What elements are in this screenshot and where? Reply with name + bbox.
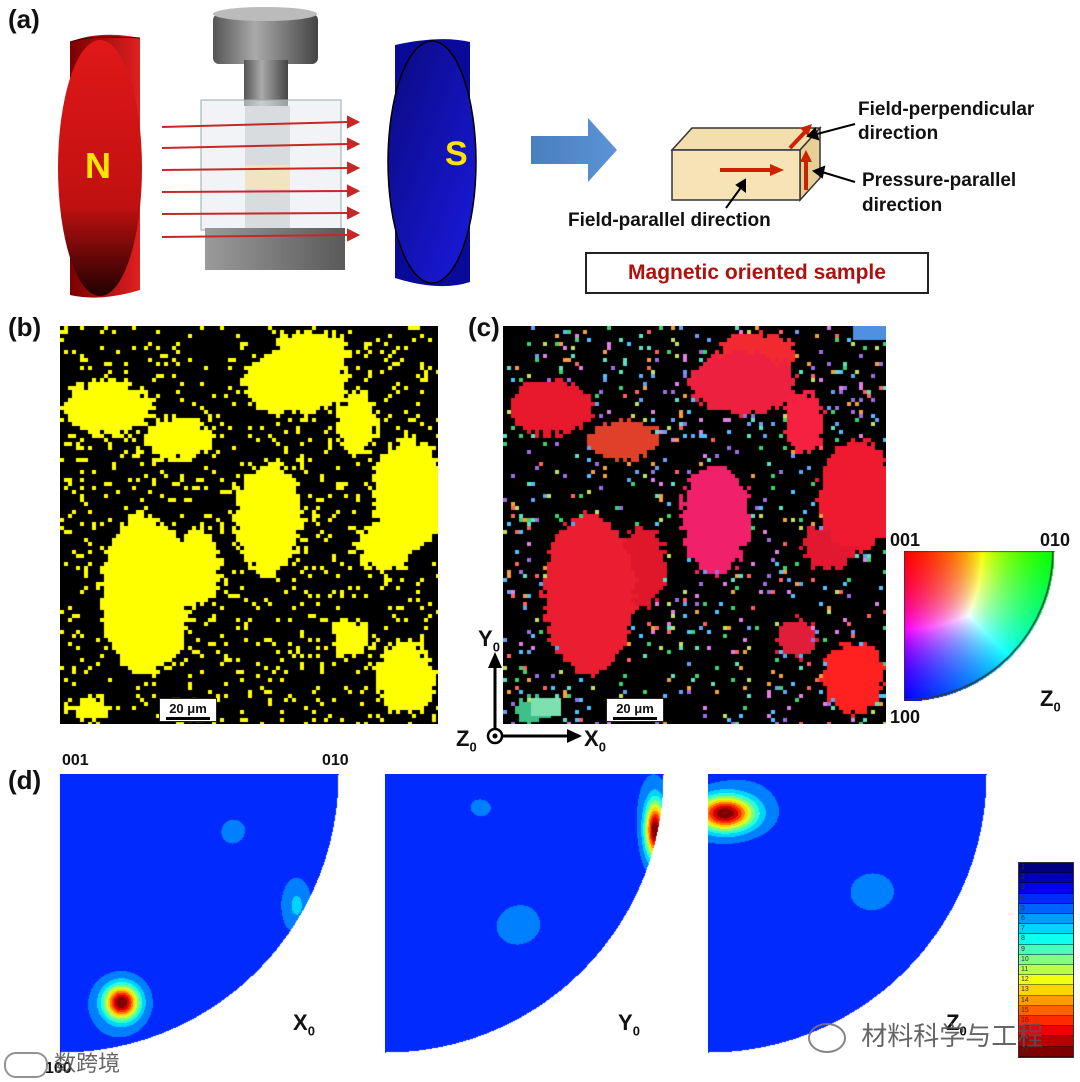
legend-step: 17 — [1019, 1026, 1073, 1037]
legend-step: 13 — [1019, 985, 1073, 996]
field-perpendicular-label-2: direction — [858, 123, 939, 144]
field-arrows — [161, 115, 361, 242]
south-magnet — [387, 39, 477, 287]
legend-step: 1 — [1019, 863, 1073, 874]
legend-step: 12 — [1019, 975, 1073, 986]
pf-axis-x0: X0 — [293, 1010, 315, 1039]
panel-label-d: (d) — [8, 765, 42, 795]
south-label: S — [445, 135, 468, 173]
legend-step: 10 — [1019, 954, 1073, 966]
legend-step: 2 — [1019, 873, 1073, 884]
magnetic-setup-diagram — [58, 7, 856, 298]
watermark-left-icon — [4, 1052, 48, 1079]
legend-step: 18 — [1019, 1036, 1073, 1047]
pole-figure-x0 — [60, 774, 345, 1054]
wechat-icon — [808, 1023, 846, 1054]
scalebar-b-text: 20 μm — [169, 700, 207, 716]
legend-step: 19 — [1019, 1046, 1073, 1057]
magnetic-oriented-sample-box: Magnetic oriented sample — [585, 252, 929, 294]
scalebar-b-line — [166, 716, 210, 720]
legend-step: 8 — [1019, 934, 1073, 945]
legend-step: 7 — [1019, 924, 1073, 935]
legend-step: 5 — [1019, 903, 1073, 915]
press-column — [200, 7, 345, 270]
watermark-left: 数跨境 — [4, 1046, 120, 1079]
ipf-key-axis: Z0 — [1040, 686, 1061, 715]
axis-y-label: Y0 — [478, 626, 500, 655]
pressure-parallel-label-1: Pressure-parallel — [862, 170, 1017, 191]
legend-step: 4 — [1019, 893, 1073, 904]
field-perpendicular-label-1: Field-perpendicular — [858, 99, 1035, 120]
panel-label-a: (a) — [8, 4, 40, 34]
ipf-color-key — [904, 551, 1060, 701]
ipf-key-010: 010 — [1040, 530, 1071, 550]
scalebar-b: 20 μm — [159, 698, 217, 722]
legend-step: 11 — [1019, 965, 1073, 976]
ipf-map-c — [503, 326, 886, 724]
pf-axis-y0: Y0 — [618, 1010, 640, 1039]
pf-label-010: 010 — [322, 752, 349, 769]
scalebar-c-line — [613, 716, 657, 720]
ipf-key-001: 001 — [890, 530, 921, 550]
legend-step: 14 — [1019, 995, 1073, 1006]
legend-step: 15 — [1019, 1005, 1073, 1017]
legend-step: 6 — [1019, 914, 1073, 925]
panel-label-c: (c) — [468, 312, 500, 342]
north-magnet — [58, 34, 142, 298]
pressure-parallel-label-2: direction — [862, 195, 943, 216]
ipf-key-100: 100 — [890, 707, 921, 727]
intensity-legend: 1 2 3 4 5 6 7 8 9 10 11 12 13 14 15 16 17 18 19 — [1018, 862, 1074, 1058]
axis-z-label: Z0 — [456, 726, 477, 755]
scalebar-c: 20 μm — [606, 698, 664, 722]
pf-label-100: 100 — [45, 1060, 72, 1077]
coordinate-axes — [486, 652, 582, 745]
pole-figure-z0 — [708, 774, 990, 1054]
pf-label-001: 001 — [62, 752, 89, 769]
legend-step: 16 — [1019, 1016, 1073, 1027]
field-parallel-label: Field-parallel direction — [568, 210, 771, 231]
phase-map-b — [60, 326, 438, 724]
pole-figure-y0 — [385, 774, 665, 1054]
panel-label-b: (b) — [8, 312, 42, 342]
sample-block — [670, 124, 822, 202]
legend-step: 9 — [1019, 944, 1073, 955]
legend-step: 3 — [1019, 883, 1073, 894]
scalebar-c-text: 20 μm — [616, 700, 654, 716]
north-label: N — [85, 145, 111, 186]
watermark-right: 材料科学与工程 — [808, 1016, 1043, 1054]
process-arrow — [531, 118, 617, 182]
axis-x-label: X0 — [584, 726, 606, 755]
pf-axis-z0: Z0 — [946, 1010, 967, 1039]
pointer-arrows — [725, 123, 856, 209]
